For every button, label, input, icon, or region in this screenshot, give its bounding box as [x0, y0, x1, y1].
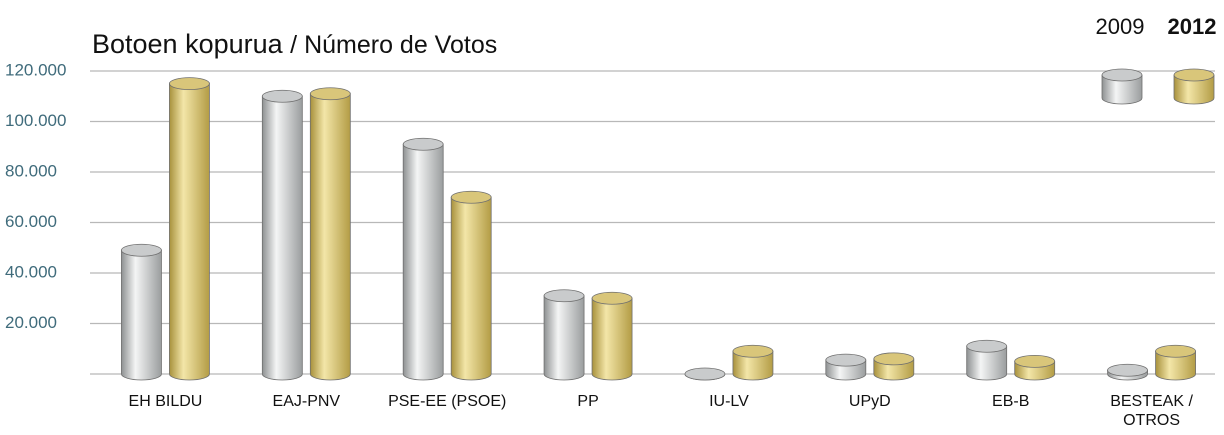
cylinder-body — [966, 345, 1008, 381]
legend-swatch — [1173, 68, 1215, 105]
cylinder-body — [732, 350, 774, 381]
bar — [309, 87, 351, 381]
bar — [825, 353, 867, 381]
cylinder-body — [261, 95, 303, 381]
bar — [873, 352, 915, 381]
cylinder-top — [450, 190, 492, 204]
cylinder-body — [402, 143, 444, 381]
x-tick-label: EB-B — [992, 393, 1030, 410]
cylinder-top — [261, 89, 303, 103]
cylinder-body — [450, 196, 492, 381]
cylinder-body — [591, 297, 633, 381]
cylinder-top — [1173, 68, 1215, 82]
cylinder-top — [543, 289, 585, 303]
cylinder-body — [543, 295, 585, 381]
bar — [684, 367, 726, 381]
cylinder-top — [402, 137, 444, 151]
legend-label: 2009 — [1096, 14, 1145, 39]
cylinder-top — [966, 339, 1008, 353]
bar — [591, 291, 633, 381]
x-tick-label: EH BILDU — [128, 393, 203, 410]
cylinder-body — [1155, 350, 1196, 381]
bar — [1107, 363, 1148, 381]
cylinder-top — [1014, 354, 1056, 368]
bar — [543, 289, 585, 381]
cylinder-top — [684, 367, 726, 381]
cylinder-top — [1155, 344, 1196, 358]
y-tick-label: 20.000 — [5, 313, 57, 332]
cylinder-body — [309, 93, 351, 381]
x-tick-label: PSE-EE (PSOE) — [388, 393, 507, 410]
cylinder-top — [825, 353, 867, 367]
cylinder-top — [1101, 68, 1143, 82]
x-tick-label: BESTEAK / OTROS — [1110, 393, 1193, 429]
cylinder-top — [591, 291, 633, 305]
cylinder-top — [732, 344, 774, 358]
bar — [966, 339, 1008, 381]
cylinder-body — [169, 83, 210, 381]
bar — [450, 190, 492, 381]
cylinder-body — [1173, 74, 1215, 105]
x-tick-label: UPyD — [848, 393, 891, 410]
title: Botoen kopurua — [92, 29, 284, 59]
y-tick-label: 40.000 — [5, 262, 57, 281]
legend-swatch — [1101, 68, 1143, 105]
y-tick-label: 60.000 — [5, 212, 57, 231]
cylinder-top — [1107, 363, 1148, 377]
cylinder-body — [1101, 74, 1143, 105]
cylinder-body — [121, 249, 162, 381]
x-tick-label: IU-LV — [709, 393, 749, 410]
cylinder-top — [169, 77, 210, 91]
cylinder-top — [309, 87, 351, 101]
bar — [121, 243, 162, 381]
cylinder-top — [873, 352, 915, 366]
chart-title: Botoen kopurua / Número de Votos — [92, 29, 497, 59]
bar — [1155, 344, 1196, 381]
subtitle: / Número de Votos — [290, 31, 497, 59]
bar — [261, 89, 303, 381]
bar — [169, 77, 210, 381]
legend-label: 2012 — [1168, 14, 1217, 39]
cylinder-top — [121, 243, 162, 257]
y-tick-label: 120.000 — [5, 60, 66, 79]
y-tick-label: 100.000 — [5, 111, 66, 130]
y-tick-label: 80.000 — [5, 161, 57, 180]
bar — [732, 344, 774, 381]
bar — [1014, 354, 1056, 381]
x-tick-label: EAJ-PNV — [272, 393, 341, 410]
x-tick-label: PP — [577, 393, 599, 410]
bar — [402, 137, 444, 381]
